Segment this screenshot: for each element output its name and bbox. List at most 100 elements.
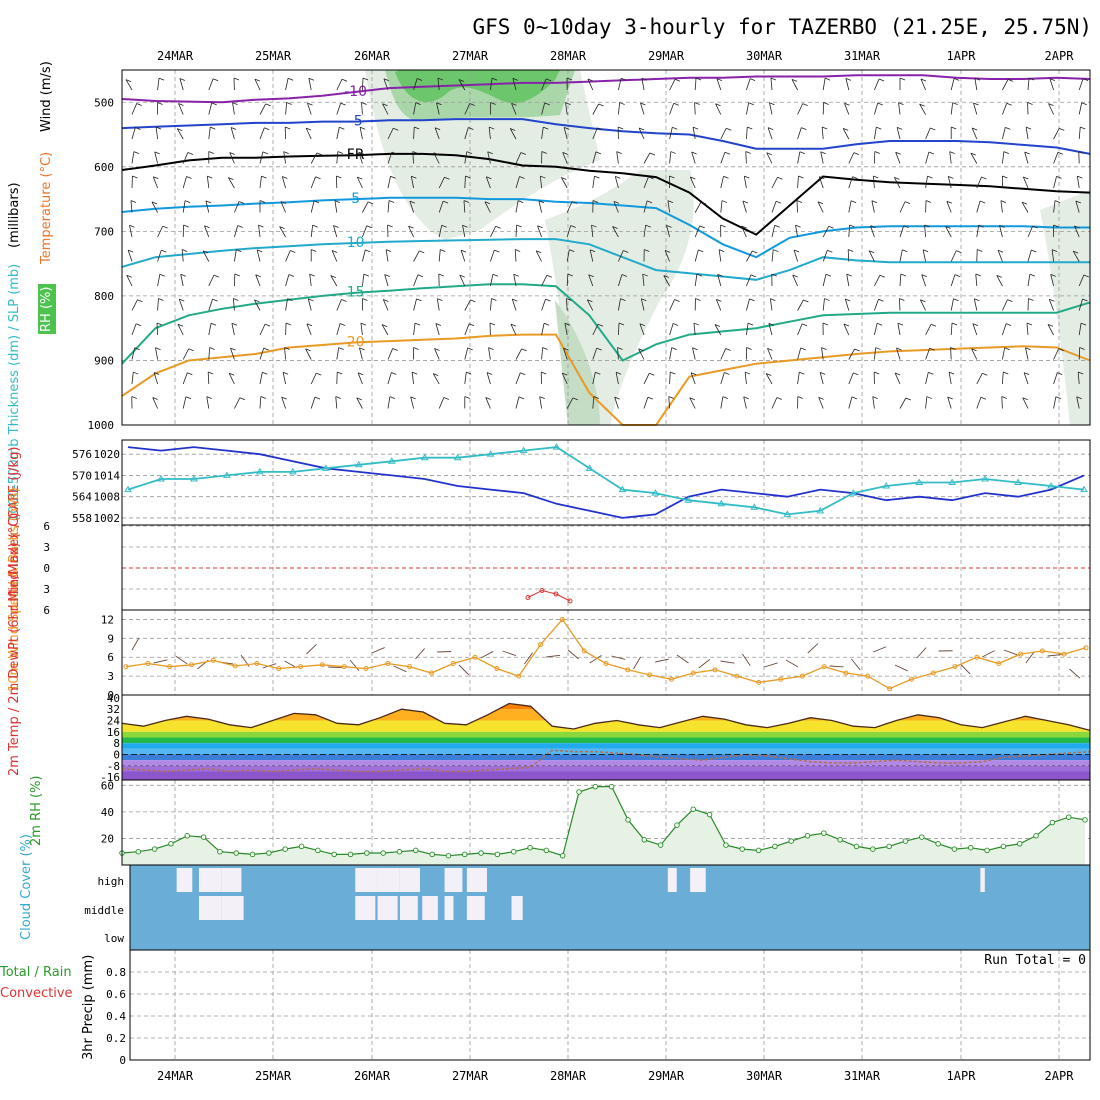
wind-barb-flag [843,323,850,327]
wind-barb [285,274,290,287]
wind-barb [208,298,213,311]
wind-barb-flag [621,274,628,277]
wind-barb [285,250,291,262]
wind-barb [669,79,676,91]
wind-barb [976,225,980,238]
slp-thickness-axis-label: 1000-500mb Thickness (dm) / SLP (mb) [7,264,22,522]
rh-point [184,833,191,839]
wind-barb [694,274,698,287]
wind-barb [614,176,619,189]
wind-barb [896,347,901,360]
wind-barb [433,152,440,164]
wind-barb-flag [567,273,573,277]
wind-barb [793,249,798,262]
wind-barb-flag [518,396,525,400]
wind-barb [720,372,725,385]
wind-barb-flag [724,151,731,155]
wind-barb [618,298,621,311]
wind-barb-flag [230,127,237,130]
wind-barb-flag [512,78,519,81]
wind-barb [1024,151,1029,164]
top-date-label: 31MAR [844,49,881,63]
slp-thickness-panel: 576 570 564 558 1020 1014 1008 1002 1000-500mb … [7,264,1091,526]
top-date-label: 26MAR [354,49,391,63]
wind-barb-flag [1053,224,1059,228]
wind-barb-flag [517,200,524,204]
wind-barb [541,323,545,336]
wind-barb [541,275,548,287]
rh-point [396,848,403,855]
wind-barb-flag [152,397,158,400]
wind-barb [871,200,875,213]
wind-barb [410,396,414,409]
slp-tick-label: 1020 [94,448,121,461]
wind-barb-flag [179,78,186,81]
wind-barb-flag [511,103,517,106]
wind-barb-flag [464,396,470,399]
wind-barb-flag [435,323,442,326]
wind-barb [157,298,159,311]
wind-barb [925,372,929,385]
wind-barb-flag [767,127,774,131]
wind-barb [693,323,696,336]
wind-barb-flag [1077,175,1083,179]
temperature-color-band [122,765,1090,772]
wind-barb [254,299,261,311]
wind-barb-flag [1075,200,1082,204]
cloud-cover-cell [198,896,222,920]
wind-barb [131,299,138,311]
wind-barb [770,78,773,91]
wind-barb-flag [592,200,599,203]
wind-barb-flag [1028,298,1034,301]
wind-barb [157,78,160,91]
wind-barb-flag [287,298,293,302]
wind-barb [976,373,983,385]
rh-point [543,847,550,854]
rh-area [122,786,1085,865]
wind-barb-flag [438,273,444,277]
wind-barb-flag [619,102,625,105]
wind-barb [382,299,389,311]
wind-barb [997,250,1003,262]
wind-barb [305,127,312,140]
wind-barb [385,249,389,262]
bottom-date-label: 29MAR [648,1069,685,1083]
wind-barb [972,323,978,336]
wind-barb-flag [945,226,951,229]
precip-tick-label: 0.6 [106,988,126,1001]
wind-barb [898,102,901,115]
wind-barb-flag [131,396,137,399]
wind-barb [487,151,491,164]
wind-barb-flag [670,151,677,154]
wind-barb [362,201,369,213]
lifted-index-point [525,595,531,600]
wind-barb-flag [997,249,1004,253]
wind-barb [669,371,671,385]
wind-barb-flag [263,347,269,351]
wind-barb [1002,372,1004,385]
wind-barb-flag [1073,250,1079,254]
wind-barb [464,151,468,164]
rh-point [429,851,435,858]
wind-barb [743,396,747,409]
wind-barb [511,298,517,311]
wind-barb [182,152,189,164]
wind-barb [1021,201,1029,213]
wind-barb-flag [672,323,679,326]
wind-barb [393,665,407,673]
wind-barb-flag [233,298,239,301]
wind-barb [791,79,798,91]
wind-barb-flag [948,175,954,179]
wind-barb-flag [154,151,160,155]
wind-barb [895,152,901,164]
wind-barb-flag [459,274,465,278]
cloud-cover-cell [377,896,398,920]
rh-point [853,843,860,850]
wind-barb-flag [777,176,783,180]
wind-barb [950,250,957,262]
wind-barb-flag [1024,151,1030,155]
wind-barb-flag [1004,347,1010,351]
rh-point [951,846,958,852]
